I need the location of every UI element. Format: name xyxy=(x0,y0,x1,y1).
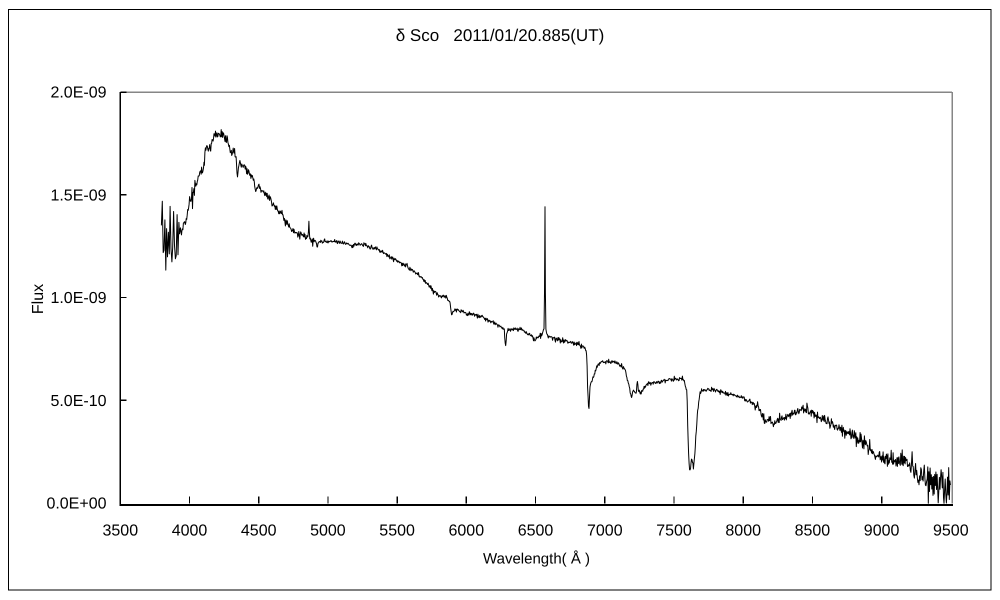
svg-text:7500: 7500 xyxy=(656,523,692,540)
svg-text:5000: 5000 xyxy=(310,523,346,540)
svg-text:7000: 7000 xyxy=(587,523,623,540)
svg-text:3500: 3500 xyxy=(103,523,139,540)
svg-text:8500: 8500 xyxy=(795,523,831,540)
svg-text:5500: 5500 xyxy=(379,523,415,540)
svg-text:1.0E-09: 1.0E-09 xyxy=(50,290,106,307)
svg-text:9000: 9000 xyxy=(864,523,900,540)
svg-text:6500: 6500 xyxy=(518,523,554,540)
svg-text:5.0E-10: 5.0E-10 xyxy=(50,393,106,410)
svg-text:9500: 9500 xyxy=(933,523,969,540)
svg-text:0.0E+00: 0.0E+00 xyxy=(46,496,106,513)
svg-text:Flux: Flux xyxy=(30,284,47,314)
svg-text:1.5E-09: 1.5E-09 xyxy=(50,187,106,204)
svg-text:2.0E-09: 2.0E-09 xyxy=(50,85,106,102)
svg-text:4000: 4000 xyxy=(172,523,208,540)
svg-text:δ Sco 2011/01/20.885(UT): δ Sco 2011/01/20.885(UT) xyxy=(396,26,605,45)
svg-text:Wavelength( Å ): Wavelength( Å ) xyxy=(483,550,590,568)
svg-text:6000: 6000 xyxy=(449,523,485,540)
svg-text:4500: 4500 xyxy=(241,523,277,540)
svg-text:8000: 8000 xyxy=(725,523,761,540)
